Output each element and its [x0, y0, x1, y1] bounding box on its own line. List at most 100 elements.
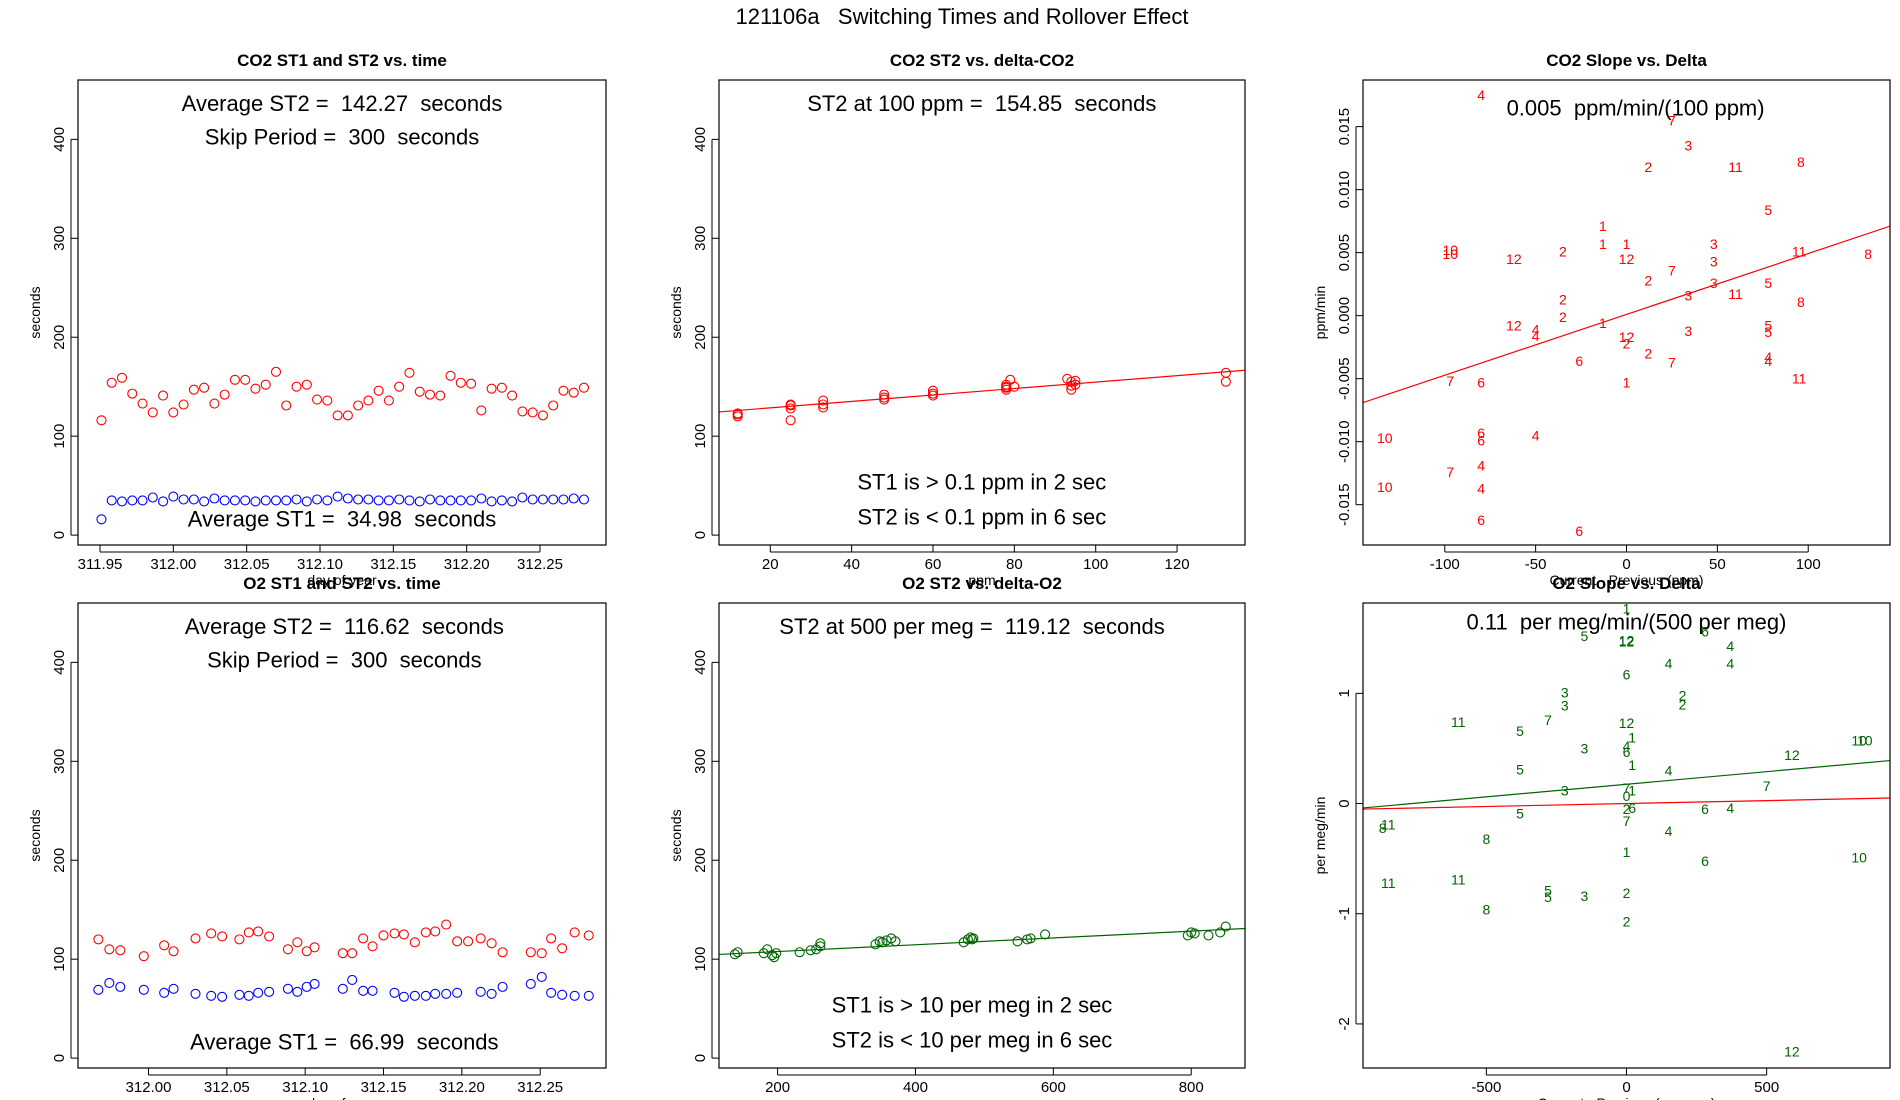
y-tick-label: 400 — [51, 127, 68, 152]
annotation: ST1 is > 10 per meg in 2 sec — [832, 993, 1113, 1018]
data-point — [578, 382, 590, 393]
y-tick-label: 300 — [692, 749, 709, 774]
y-axis-label: seconds — [27, 809, 43, 861]
point-label: 4 — [1665, 823, 1673, 839]
data-point — [424, 389, 436, 400]
annotation: 0.11 per meg/min/(500 per meg) — [1467, 610, 1787, 635]
data-point — [243, 927, 254, 938]
data-point — [137, 495, 148, 506]
data-point — [466, 495, 477, 506]
x-tick-label: 60 — [925, 556, 942, 573]
data-point — [229, 495, 240, 506]
panel-co2-slope: CO2 Slope vs. Delta -100 -50 0 50 100 -0.015 -0… — [1312, 51, 1891, 588]
data-point — [116, 372, 128, 383]
plot-frame — [718, 602, 1246, 1069]
data-point — [243, 990, 254, 1001]
point-label: 11 — [1451, 872, 1466, 888]
data-point — [383, 495, 394, 506]
data-point — [322, 395, 333, 406]
data-point — [301, 379, 312, 390]
data-point — [409, 990, 420, 1001]
x-axis-label: Current - Previous (per meg) — [1537, 1095, 1715, 1100]
point-label: 10 — [1857, 733, 1873, 749]
fit-line — [1363, 797, 1890, 810]
point-label: 8 — [1797, 154, 1805, 170]
data-point — [367, 941, 378, 952]
annotation: ST2 is < 0.1 ppm in 6 sec — [857, 504, 1106, 529]
point-label: 4 — [1764, 349, 1772, 365]
data-point — [527, 494, 538, 505]
point-label: 0 — [1623, 788, 1631, 804]
panel-o2-time: O2 ST1 and ST2 vs. time 312.00 312.05 312.1… — [27, 574, 607, 1100]
panel-title: CO2 ST1 and ST2 vs. time — [237, 51, 447, 70]
point-label: 4 — [1623, 738, 1631, 754]
point-label: 2 — [1644, 272, 1652, 288]
data-point — [292, 937, 303, 948]
data-point — [358, 933, 369, 944]
data-point — [968, 933, 979, 944]
data-point — [441, 988, 452, 999]
data-point — [1220, 921, 1231, 932]
data-point — [486, 938, 497, 949]
panel-title: O2 ST2 vs. delta-O2 — [902, 574, 1062, 593]
data-point — [818, 399, 829, 410]
point-label: 11 — [1728, 159, 1743, 175]
x-tick-label: 311.95 — [78, 556, 123, 573]
x-axis-label: day of year — [307, 572, 377, 588]
point-label: 10 — [1851, 733, 1867, 749]
x-tick-label: 120 — [1165, 556, 1190, 573]
x-axis-label: ppm — [968, 572, 995, 588]
data-point — [159, 940, 170, 951]
data-point — [583, 990, 594, 1001]
x-tick-label: 20 — [762, 556, 779, 573]
data-point — [475, 933, 486, 944]
data-point — [291, 381, 302, 392]
data-point — [517, 492, 528, 503]
data-point — [557, 943, 568, 954]
point-label: 12 — [1619, 329, 1635, 345]
data-point — [188, 494, 199, 505]
data-point — [159, 987, 170, 998]
y-tick-label: -0.005 — [1336, 357, 1353, 400]
point-label: 2 — [1623, 801, 1631, 817]
data-point — [347, 948, 358, 959]
point-label: 7 — [1668, 262, 1676, 278]
point-label: 3 — [1561, 684, 1569, 700]
point-label: 3 — [1710, 275, 1718, 291]
point-label: 3 — [1581, 740, 1589, 756]
point-label: 4 — [1726, 800, 1734, 816]
data-point — [1182, 930, 1193, 941]
point-label: 1 — [1623, 236, 1631, 252]
x-axis-label: per meg — [956, 1095, 1007, 1100]
data-point — [270, 366, 282, 377]
data-point — [253, 987, 264, 998]
x-axis-label: Current - Previous (ppm) — [1549, 572, 1703, 588]
data-point — [106, 377, 117, 388]
panel-o2-slope: O2 Slope vs. Delta-5000500-2-101Current … — [1312, 574, 1891, 1100]
point-label: 6 — [1701, 624, 1709, 640]
data-point — [367, 985, 378, 996]
y-tick-label: 100 — [692, 947, 709, 972]
data-point — [104, 977, 115, 988]
x-tick-label: 312.25 — [517, 556, 563, 573]
x-tick-label: 312.20 — [439, 1079, 485, 1096]
data-point — [168, 946, 179, 957]
point-label: 6 — [1575, 523, 1583, 539]
point-label: 5 — [1544, 883, 1552, 899]
y-tick-label: 0.015 — [1336, 108, 1353, 146]
data-point — [420, 990, 431, 1001]
panel-co2-time: CO2 ST1 and ST2 vs. time 311.95 312.00 312.… — [27, 51, 607, 588]
data-point — [1203, 930, 1214, 941]
data-point — [927, 385, 939, 396]
data-point — [190, 933, 201, 944]
data-point — [452, 936, 463, 947]
point-label: 5 — [1544, 889, 1552, 905]
data-point — [558, 494, 569, 505]
data-point — [138, 984, 149, 995]
data-point — [250, 383, 261, 394]
data-point — [496, 382, 507, 393]
data-point — [281, 400, 292, 411]
point-label: 1 — [1623, 844, 1631, 860]
data-point — [1189, 928, 1200, 939]
annotation: ST2 at 100 ppm = 154.85 seconds — [807, 91, 1156, 116]
